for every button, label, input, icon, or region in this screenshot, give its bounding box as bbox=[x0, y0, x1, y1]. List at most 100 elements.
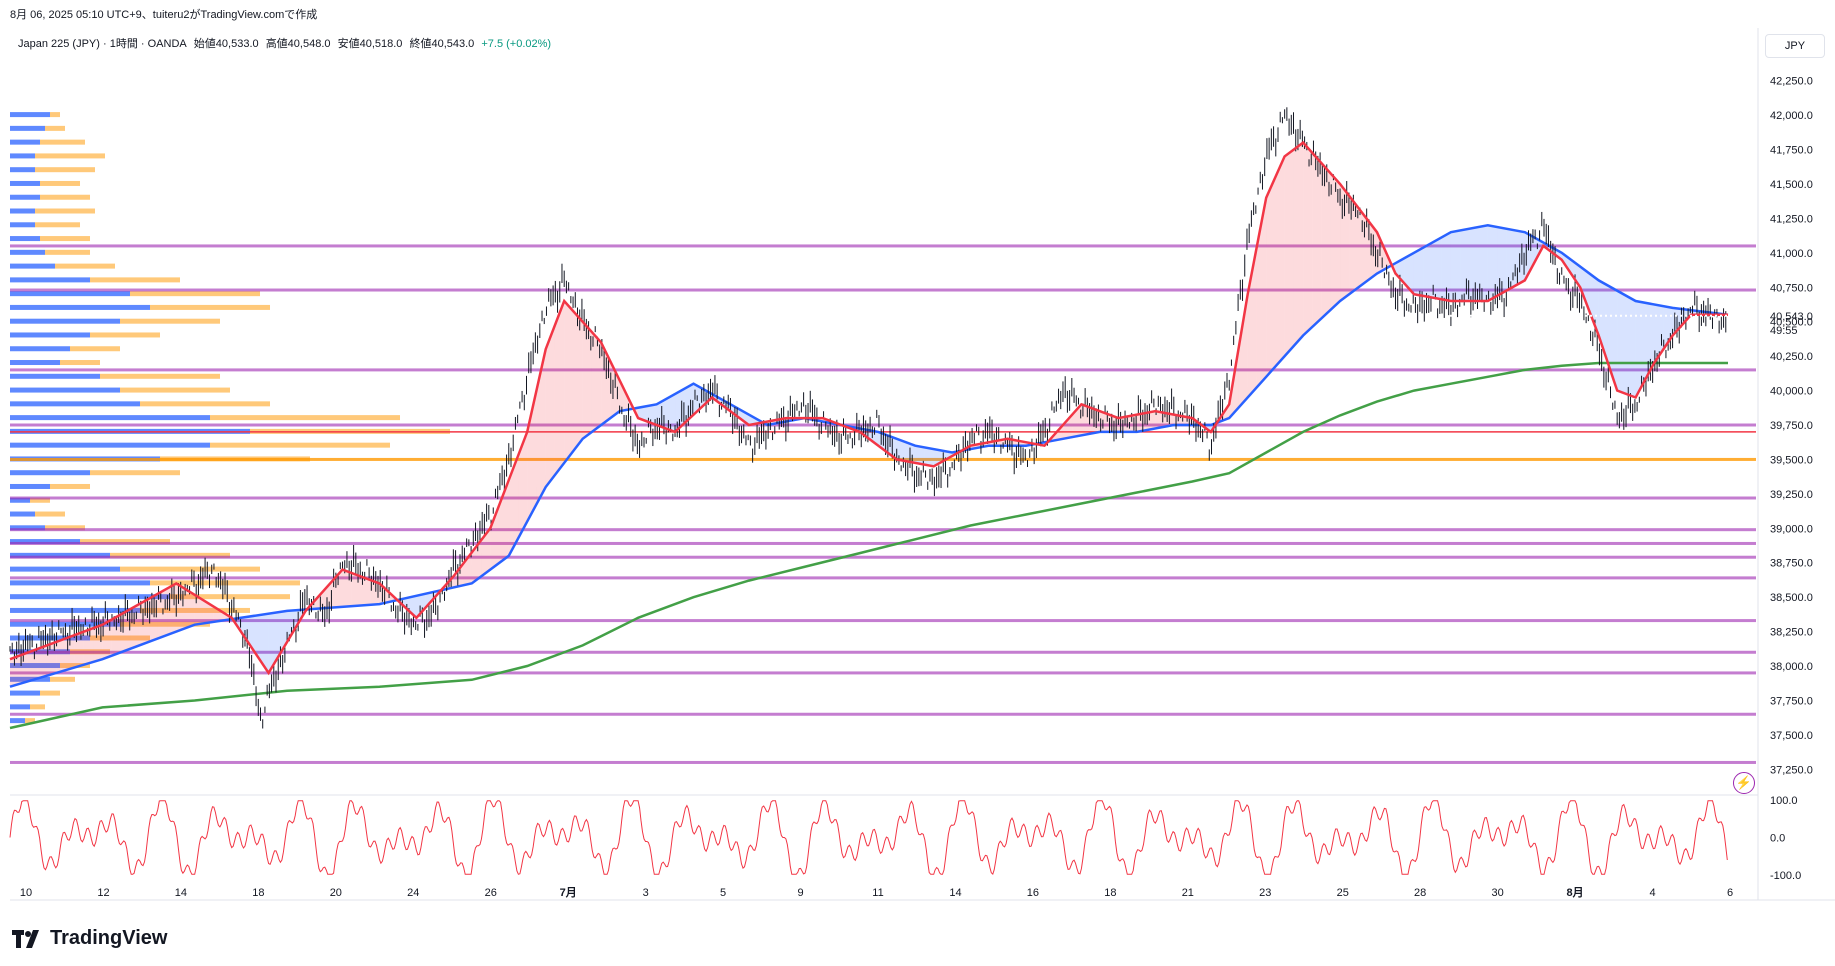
created-line: 8月 06, 2025 05:10 UTC+9、tuiteru2がTrading… bbox=[10, 9, 318, 21]
vp-up-bar bbox=[10, 139, 40, 145]
vp-down-bar bbox=[120, 621, 210, 627]
y-tick-label: 42,000.0 bbox=[1770, 110, 1813, 122]
x-tick-label: 4 bbox=[1649, 887, 1655, 899]
ma-cloud-segment bbox=[490, 504, 500, 570]
ma-cloud-segment bbox=[1644, 302, 1655, 381]
vp-up-bar bbox=[10, 249, 45, 255]
support-resistance-line bbox=[10, 671, 1756, 675]
vp-up-bar bbox=[10, 580, 150, 586]
vp-up-bar bbox=[10, 125, 45, 131]
support-resistance-line bbox=[10, 555, 1756, 559]
ma-cloud-segment bbox=[924, 447, 934, 467]
ma-cloud-segment bbox=[1524, 232, 1535, 281]
y-tick-label: 37,750.0 bbox=[1770, 695, 1813, 707]
vp-down-bar bbox=[40, 690, 60, 696]
ma-cloud-segment bbox=[869, 430, 879, 446]
x-tick-label: 30 bbox=[1492, 887, 1504, 899]
vp-down-bar bbox=[35, 222, 80, 228]
vp-up-bar bbox=[10, 718, 25, 724]
legend-high: 高値40,548.0 bbox=[265, 38, 331, 50]
ma-cloud-segment bbox=[1635, 301, 1645, 398]
vp-down-bar bbox=[35, 167, 95, 173]
ma-cloud-segment bbox=[416, 593, 426, 618]
vp-down-bar bbox=[140, 401, 270, 407]
vp-down-bar bbox=[120, 318, 220, 324]
ma-cloud-segment bbox=[407, 595, 417, 618]
ma-cloud-segment bbox=[545, 325, 555, 487]
x-tick-label: 8月 bbox=[1567, 886, 1584, 899]
x-tick-label: 18 bbox=[1104, 887, 1116, 899]
x-tick-label: 9 bbox=[797, 887, 803, 899]
y-tick-label: 42,250.0 bbox=[1770, 76, 1813, 88]
support-resistance-line bbox=[10, 368, 1756, 372]
vp-up-bar bbox=[10, 346, 70, 352]
vp-down-bar bbox=[110, 552, 230, 558]
y-tick-label: 41,500.0 bbox=[1770, 179, 1813, 191]
support-resistance-line bbox=[10, 541, 1756, 545]
vp-up-bar bbox=[10, 676, 50, 682]
ma-cloud-segment bbox=[268, 612, 278, 673]
x-tick-label: 16 bbox=[1027, 887, 1039, 899]
vp-down-bar bbox=[45, 249, 90, 255]
vp-up-bar bbox=[10, 180, 40, 186]
ma-cloud-segment bbox=[1617, 290, 1627, 395]
y-tick-label: 38,000.0 bbox=[1770, 661, 1813, 673]
vp-up-bar bbox=[10, 690, 40, 696]
vp-down-bar bbox=[150, 304, 270, 310]
y-tick-label: 40,250.0 bbox=[1770, 351, 1813, 363]
price-badge-countdown: 49:55 bbox=[1770, 325, 1798, 337]
price-badge-value: 40,543.0 bbox=[1770, 311, 1813, 323]
ma-cloud-segment bbox=[573, 311, 583, 451]
support-resistance-line bbox=[10, 423, 1756, 427]
vp-up-bar bbox=[10, 704, 30, 710]
currency-button[interactable]: JPY bbox=[1765, 34, 1825, 58]
legend-open: 始値40,533.0 bbox=[193, 38, 259, 50]
vp-down-bar bbox=[80, 539, 170, 545]
vp-down-bar bbox=[120, 566, 260, 572]
vp-up-bar bbox=[10, 236, 40, 242]
y-tick-label: 39,250.0 bbox=[1770, 489, 1813, 501]
vp-up-bar bbox=[10, 318, 120, 324]
x-tick-label: 21 bbox=[1182, 887, 1194, 899]
vp-up-bar bbox=[10, 539, 80, 545]
ma-cloud-segment bbox=[185, 589, 195, 629]
vp-up-bar bbox=[10, 483, 50, 489]
lightning-icon[interactable]: ⚡ bbox=[1733, 772, 1755, 794]
ma-cloud-segment bbox=[1349, 196, 1359, 295]
support-resistance-line bbox=[10, 288, 1756, 292]
ma-cloud-segment bbox=[582, 321, 592, 439]
ma-cloud-segment bbox=[1654, 304, 1664, 364]
y-tick-label: 38,750.0 bbox=[1770, 558, 1813, 570]
ma-cloud-segment bbox=[1469, 227, 1479, 302]
vp-up-bar bbox=[10, 360, 60, 366]
ma-cloud-segment bbox=[148, 593, 158, 642]
vp-up-bar bbox=[10, 332, 90, 338]
ma-cloud-segment bbox=[157, 588, 168, 639]
ma-cloud bbox=[10, 142, 1728, 687]
ma-cloud-segment bbox=[1487, 225, 1498, 302]
ma-cloud-segment bbox=[83, 628, 94, 665]
vp-down-bar bbox=[100, 373, 220, 379]
x-tick-label: 11 bbox=[872, 887, 883, 899]
vp-up-bar bbox=[10, 470, 90, 476]
ma-cloud-segment bbox=[277, 610, 288, 658]
vp-down-bar bbox=[45, 125, 65, 131]
vp-up-bar bbox=[10, 442, 210, 448]
ma-cloud-segment bbox=[591, 332, 602, 432]
x-tick-label: 12 bbox=[97, 887, 109, 899]
vp-down-bar bbox=[70, 346, 120, 352]
ma-cloud-segment bbox=[1358, 208, 1368, 288]
vp-up-bar bbox=[10, 112, 50, 118]
support-resistance-line bbox=[10, 619, 1756, 623]
vp-down-bar bbox=[210, 415, 400, 421]
ma-cloud-segment bbox=[314, 590, 325, 609]
ma-cloud-segment bbox=[1423, 242, 1433, 298]
vp-up-bar bbox=[10, 497, 30, 503]
vp-down-bar bbox=[35, 208, 95, 214]
vp-up-bar bbox=[10, 525, 45, 531]
vp-up-bar bbox=[10, 663, 60, 669]
y-tick-label: 41,250.0 bbox=[1770, 213, 1813, 225]
vp-up-bar bbox=[10, 277, 90, 283]
ma-cloud-segment bbox=[1478, 225, 1488, 302]
